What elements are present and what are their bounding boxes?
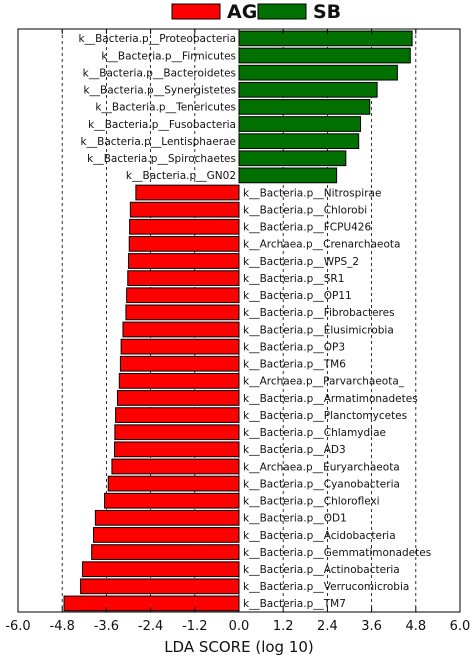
- category-label: k__Bacteria.p__Verrucomicrobia: [243, 581, 409, 593]
- bars-group: [63, 30, 413, 612]
- bar-sb: [238, 150, 347, 167]
- legend-swatch-ag: [171, 3, 221, 20]
- category-label: k__Bacteria.p__SR1: [243, 273, 344, 285]
- bar-ag: [129, 218, 240, 235]
- x-tick-label: -3.6: [94, 619, 119, 634]
- category-label: k__Bacteria.p__Armatimonadetes: [243, 393, 418, 405]
- category-label: k__Bacteria.p__Lentisphaerae: [81, 136, 236, 148]
- category-label: k__Bacteria.p__Elusimicrobia: [243, 324, 394, 336]
- bar-sb: [238, 99, 371, 115]
- bar-ag: [81, 561, 240, 578]
- category-label: k__Bacteria.p__Synergistetes: [83, 85, 236, 97]
- bar-ag: [128, 253, 240, 269]
- bar-ag: [94, 509, 240, 526]
- bar-ag: [120, 338, 240, 355]
- category-label: k__Bacteria.p__TM6: [243, 359, 346, 371]
- category-label: k__Archaea.p__Euryarchaeota: [243, 461, 400, 473]
- x-axis-title: LDA SCORE (log 10): [164, 638, 314, 656]
- category-label: k__Bacteria.p__FCPU426: [243, 222, 371, 234]
- bar-ag: [119, 355, 240, 372]
- bar-ag: [116, 390, 240, 406]
- bar-ag: [128, 236, 240, 252]
- bar-ag: [107, 475, 240, 492]
- category-label: k__Bacteria.p__Acidobacteria: [243, 530, 396, 542]
- category-label: k__Bacteria.p__OP11: [243, 290, 352, 302]
- x-tick-label: -4.8: [50, 619, 75, 634]
- bar-ag: [80, 578, 240, 595]
- category-label: k__Bacteria.p__GN02: [126, 170, 236, 182]
- x-tick-label: 4.8: [405, 619, 426, 634]
- bar-ag: [122, 321, 240, 338]
- category-label: k__Archaea.p__Crenarchaeota: [243, 239, 400, 251]
- bar-sb: [238, 64, 398, 81]
- bar-ag: [104, 492, 240, 509]
- chart-legend: AG SB: [171, 1, 341, 23]
- x-tick-label: 3.6: [361, 619, 382, 634]
- legend-label-ag: AG: [227, 1, 257, 23]
- bar-sb: [238, 30, 413, 47]
- category-label: k__Bacteria.p__OD1: [243, 513, 347, 525]
- category-label: k__Archaea.p__Parvarchaeota_: [243, 376, 405, 388]
- category-label: k__Bacteria.p__Chlorobi: [243, 204, 367, 216]
- category-label: k__Bacteria.p__Planctomycetes: [243, 410, 407, 422]
- category-label: k__Bacteria.p__Spirochaetes: [87, 153, 236, 165]
- category-label: k__Bacteria.p__Proteobacteria: [78, 33, 236, 45]
- bar-ag: [115, 407, 240, 423]
- bar-ag: [63, 595, 240, 612]
- bar-ag: [93, 527, 240, 543]
- bar-ag: [126, 287, 240, 304]
- bar-sb: [238, 167, 338, 184]
- category-label: k__Bacteria.p__Tenericutes: [95, 102, 236, 114]
- bar-ag: [91, 544, 240, 560]
- category-label: k__Bacteria.p__Gemmatimonadetes: [243, 547, 431, 559]
- bar-ag: [114, 441, 240, 458]
- x-tick-label: 6.0: [450, 619, 471, 634]
- category-label: k__Bacteria.p__TM7: [243, 598, 346, 610]
- category-label: k__Bacteria.p__AD3: [243, 444, 346, 456]
- category-label: k__Bacteria.p__Fibrobacteres: [243, 307, 395, 319]
- x-tick-label: -6.0: [5, 619, 30, 634]
- x-axis-ticks: -6.0 -4.8 -3.6 -2.4 -1.2 0.0 1.2 2.4 3.6 4.8 6.0: [5, 29, 470, 634]
- bar-sb: [238, 81, 378, 98]
- bar-ag: [125, 304, 240, 321]
- x-tick-label: 1.2: [273, 619, 294, 634]
- bar-ag: [129, 201, 240, 218]
- x-tick-label: -2.4: [138, 619, 163, 634]
- bar-sb: [238, 47, 411, 64]
- legend-label-sb: SB: [313, 1, 341, 23]
- x-tick-label: -1.2: [182, 619, 207, 634]
- bar-ag: [118, 372, 240, 389]
- category-label: k__Bacteria.p__OP3: [243, 341, 345, 353]
- category-label: k__Bacteria.p__Chloroflexi: [243, 496, 380, 508]
- x-tick-label: 0.0: [229, 619, 250, 634]
- legend-swatch-sb: [257, 3, 307, 20]
- bar-ag: [127, 270, 240, 286]
- category-label: k__Bacteria.p__Firmicutes: [101, 50, 236, 62]
- bar-ag: [114, 424, 240, 441]
- category-label: k__Bacteria.p__Bacteroidetes: [83, 67, 236, 79]
- x-tick-label: 2.4: [317, 619, 338, 634]
- bar-ag: [135, 184, 240, 201]
- category-label: k__Bacteria.p__Nitrospirae: [243, 187, 381, 199]
- bar-sb: [238, 116, 362, 132]
- bar-ag: [111, 458, 240, 475]
- category-labels: k__Bacteria.p__Proteobacteria k__Bacteria…: [78, 33, 431, 610]
- category-label: k__Bacteria.p__Cyanobacteria: [243, 478, 400, 490]
- bar-sb: [238, 133, 360, 150]
- category-label: k__Bacteria.p__Chlamydiae: [243, 427, 386, 439]
- category-label: k__Bacteria.p__WPS_2: [243, 256, 359, 268]
- category-label: k__Bacteria.p__Actinobacteria: [243, 564, 400, 576]
- category-label: k__Bacteria.p__Fusobacteria: [88, 119, 236, 131]
